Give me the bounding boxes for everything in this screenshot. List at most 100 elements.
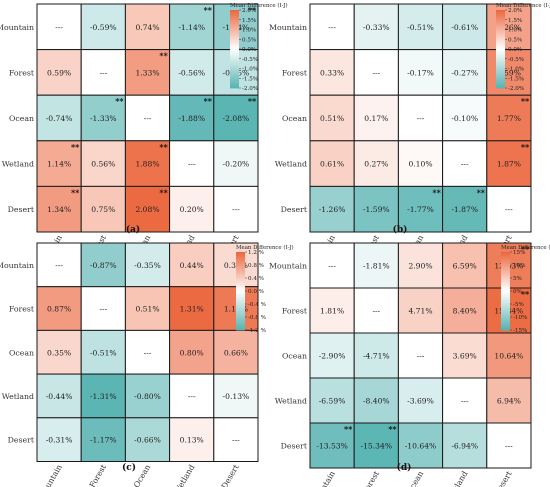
cell-value-label: -13.53% [316,442,348,451]
color-scale-segment [496,66,505,69]
color-scale-segment [230,74,239,77]
cell-value-label: -0.44% [46,392,73,401]
cell-value-label: 1.34% [47,205,71,214]
heatmap-panel: --- -0.87% -0.35% 0.44% 0.31% 0.87% --- 0.51% 1.… [0,242,294,487]
color-scale-segment [230,72,239,75]
color-scale-segment [501,265,510,268]
color-scale-segment [501,277,510,280]
panel-label: (a) [126,224,140,235]
color-scale-segment [236,277,245,280]
cell-value-label: 1.14% [47,160,71,169]
color-scale-segment [501,326,510,329]
color-scale-segment [230,58,239,62]
color-scale-segment [236,287,245,290]
color-scale-segment [501,298,510,302]
cell-value-label: 0.66% [224,348,248,357]
column-label: Desert [493,469,514,487]
cell-value-label: -8.40% [363,397,390,406]
color-scale-segment [501,253,510,257]
significance-marker: ** [248,5,257,15]
row-label: Forest [9,305,35,314]
cell-value-label: -1.77% [407,205,434,214]
legend-tick-label: -1.0% [242,67,258,73]
cell-value-label: -1.31% [90,392,117,401]
heatmap-cell [213,417,259,462]
heatmap-cell [486,94,532,142]
color-scale-segment [496,25,505,28]
cell-value-label: -6.59% [319,397,346,406]
legend-tick-label: -15% [513,328,527,334]
legend-tick-label: 1.0% [242,28,256,34]
color-scale-segment [501,255,510,259]
color-scale-segment [230,68,239,71]
heatmap-cell [442,185,488,233]
color-scale-segment [501,300,510,304]
cell-value-label: --- [505,442,513,451]
color-scale-segment [496,37,505,40]
cell-value-label: 2.90% [408,262,432,271]
color-scale-segment [236,265,245,268]
column-label: Mountain [37,463,64,487]
color-scale-segment [496,11,505,15]
cell-value-label: 1.81% [320,307,344,316]
legend-tick-label: 5% [513,276,522,282]
color-scale-segment [496,10,505,13]
color-scale-segment [496,78,505,81]
legend-tick-label: 0.5% [508,37,522,43]
color-scale-segment [496,56,505,60]
heatmap-cell [486,140,532,187]
row-label: Wetland [275,160,307,169]
cell-value-label: -1.81% [363,262,390,271]
heatmap-cell [36,3,82,51]
color-scale-segment [230,10,239,13]
heatmap-cell [353,140,399,187]
row-label: Wetland [2,392,34,401]
color-scale-segment [230,84,239,87]
cell-value-label: 0.27% [364,160,388,169]
heatmap-cell [309,377,355,424]
heatmap-panel: --- -0.33% -0.51% -0.61% 1.26% 0.33% --- -0.17%… [269,2,550,271]
heatmap-cell [169,185,215,233]
legend-tick-label: 1.5% [508,18,522,24]
significance-marker: ** [71,142,80,152]
row-label: Desert [8,436,35,445]
legend-tick-label: -1.2 % [248,328,266,334]
heatmap-cell [442,422,488,469]
cell-value-label: -0.66% [134,436,161,445]
cell-value-label: -2.90% [319,352,346,361]
significance-marker: ** [115,96,124,106]
heatmap-cell [486,185,532,233]
color-scale-segment [501,275,510,278]
significance-marker: ** [521,244,530,254]
color-scale-segment [501,302,510,306]
color-scale-segment [501,285,510,288]
cell-value-label: -10.64% [405,442,437,451]
heatmap-cell [124,94,171,142]
cell-value-label: --- [232,436,240,445]
heatmap-cell [36,185,82,233]
legend-tick-label: -0.4 % [248,302,266,308]
cell-value-label: -0.10% [451,114,478,123]
color-scale-segment [501,287,510,290]
color-scale-bar [236,252,245,331]
color-scale-segment [236,324,245,327]
row-label: Ocean [282,114,307,123]
color-scale-segment [501,304,510,307]
cell-value-label: 6.94% [497,397,521,406]
legend-tick-label: 2.0% [508,8,522,14]
color-scale-segment [501,271,510,274]
legend-tick-label: 1.0% [508,28,522,34]
color-scale-segment [230,11,239,15]
heatmap-cell [397,287,444,334]
color-scale-segment [496,74,505,77]
cell-value-label: -0.13% [223,392,250,401]
cell-value-label: -0.61% [451,23,478,32]
heatmap-cell [397,49,444,96]
significance-marker: ** [521,142,530,152]
color-scale-segment [236,269,245,272]
color-scale-segment [230,52,239,56]
legend-tick-label: 1.2 % [248,250,264,256]
color-scale-segment [236,275,245,278]
heatmap-cell [397,140,444,187]
color-scale-segment [230,41,239,44]
